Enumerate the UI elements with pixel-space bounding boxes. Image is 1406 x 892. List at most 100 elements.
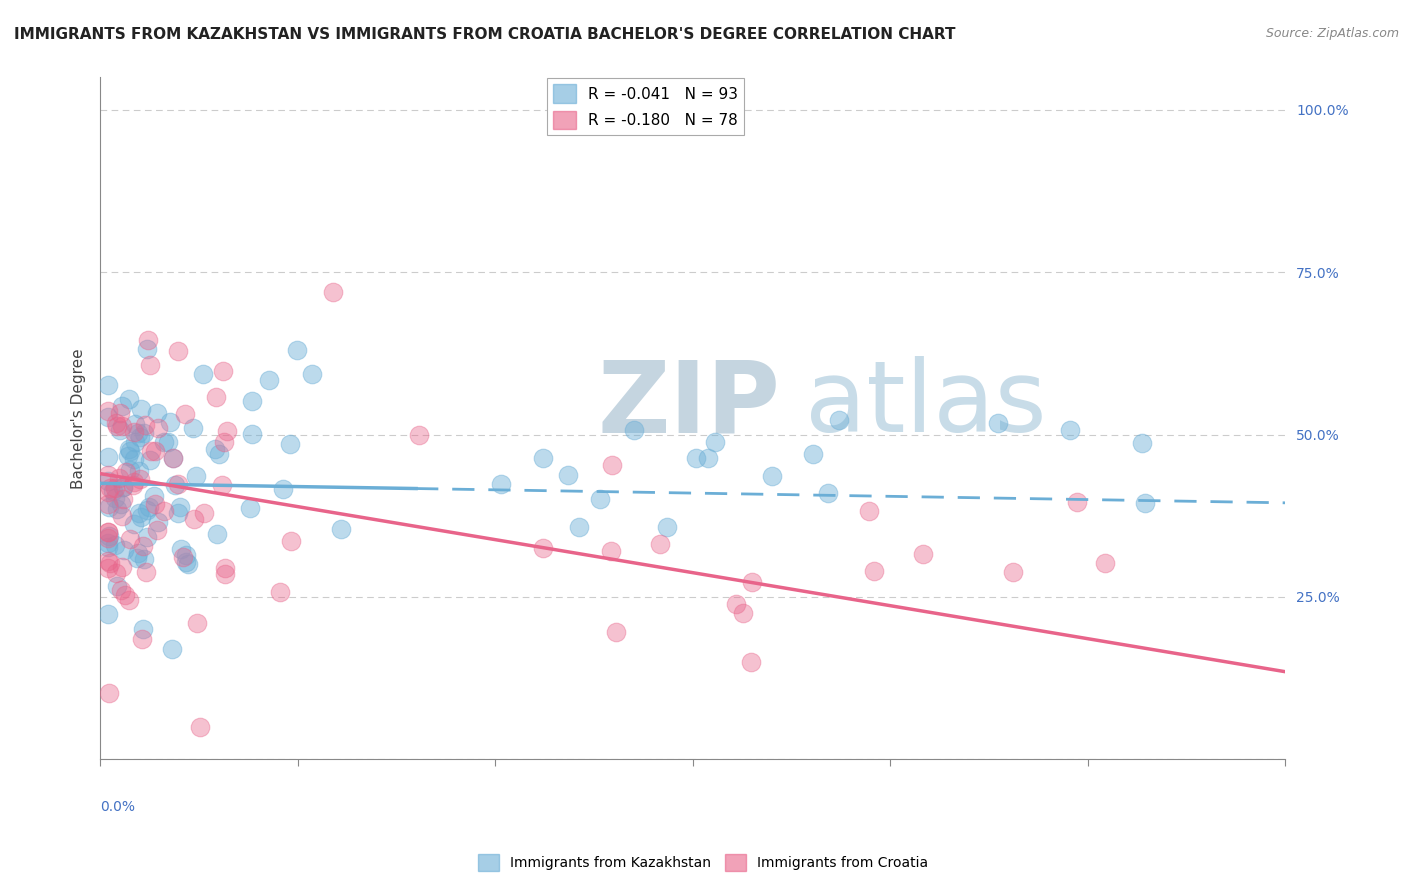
Point [240, 427, 263, 442]
Point [128, 507, 150, 521]
Point [136, 333, 159, 347]
Point [129, 430, 152, 444]
Point [741, 575, 763, 590]
Point [278, 437, 301, 451]
Point [143, 444, 166, 458]
Point [557, 467, 579, 482]
Point [108, 406, 131, 420]
Point [108, 471, 131, 485]
Point [322, 285, 344, 300]
Legend: Immigrants from Kazakhstan, Immigrants from Croatia: Immigrants from Kazakhstan, Immigrants f… [472, 848, 934, 876]
Point [139, 359, 162, 373]
Point [259, 373, 281, 387]
Point [135, 566, 157, 580]
Y-axis label: Bachelor's Degree: Bachelor's Degree [72, 348, 86, 489]
Point [111, 508, 134, 523]
Point [1059, 423, 1081, 437]
Text: IMMIGRANTS FROM KAZAKHSTAN VS IMMIGRANTS FROM CROATIA BACHELOR'S DEGREE CORRELAT: IMMIGRANTS FROM KAZAKHSTAN VS IMMIGRANTS… [14, 27, 956, 42]
Point [97, 484, 120, 499]
Point [134, 417, 156, 432]
Point [280, 533, 302, 548]
Point [167, 507, 190, 521]
Point [285, 343, 308, 357]
Legend: R = -0.041   N = 93, R = -0.180   N = 78: R = -0.041 N = 93, R = -0.180 N = 78 [547, 78, 744, 136]
Point [132, 425, 155, 440]
Point [160, 641, 183, 656]
Point [104, 491, 127, 505]
Point [214, 566, 236, 581]
Point [105, 502, 128, 516]
Point [97, 467, 120, 482]
Point [605, 624, 627, 639]
Point [166, 476, 188, 491]
Point [600, 458, 623, 472]
Point [153, 503, 176, 517]
Point [104, 416, 127, 430]
Point [600, 543, 623, 558]
Point [1094, 557, 1116, 571]
Point [139, 453, 162, 467]
Point [97, 474, 120, 488]
Point [122, 452, 145, 467]
Point [174, 555, 197, 569]
Point [191, 367, 214, 381]
Point [761, 469, 783, 483]
Point [697, 451, 720, 466]
Point [127, 546, 149, 560]
Point [166, 343, 188, 358]
Point [111, 491, 134, 506]
Point [408, 427, 430, 442]
Point [172, 550, 194, 565]
Point [146, 515, 169, 529]
Text: 0.0%: 0.0% [100, 800, 135, 814]
Point [212, 364, 235, 378]
Point [188, 720, 211, 734]
Point [174, 407, 197, 421]
Point [162, 451, 184, 466]
Point [208, 447, 231, 461]
Point [98, 557, 121, 571]
Point [98, 481, 121, 495]
Point [685, 450, 707, 465]
Point [97, 403, 120, 417]
Point [1002, 565, 1025, 579]
Text: atlas: atlas [806, 356, 1047, 453]
Point [97, 525, 120, 540]
Point [97, 531, 120, 545]
Point [146, 421, 169, 435]
Point [111, 559, 134, 574]
Point [122, 517, 145, 532]
Point [273, 482, 295, 496]
Point [146, 524, 169, 538]
Point [156, 435, 179, 450]
Point [129, 510, 152, 524]
Point [122, 425, 145, 440]
Point [239, 501, 262, 516]
Point [817, 485, 839, 500]
Point [165, 478, 187, 492]
Point [1066, 495, 1088, 509]
Text: Source: ZipAtlas.com: Source: ZipAtlas.com [1265, 27, 1399, 40]
Point [204, 442, 226, 456]
Point [117, 449, 139, 463]
Point [174, 548, 197, 562]
Point [828, 413, 851, 427]
Point [911, 547, 934, 561]
Point [724, 597, 747, 611]
Point [105, 579, 128, 593]
Point [269, 585, 291, 599]
Point [177, 557, 200, 571]
Point [863, 564, 886, 578]
Point [98, 529, 121, 543]
Point [132, 552, 155, 566]
Point [211, 478, 233, 492]
Point [1133, 496, 1156, 510]
Point [136, 503, 159, 517]
Point [127, 425, 149, 440]
Point [105, 419, 128, 434]
Point [104, 566, 127, 580]
Point [129, 402, 152, 417]
Point [132, 540, 155, 554]
Point [135, 530, 157, 544]
Point [120, 533, 142, 547]
